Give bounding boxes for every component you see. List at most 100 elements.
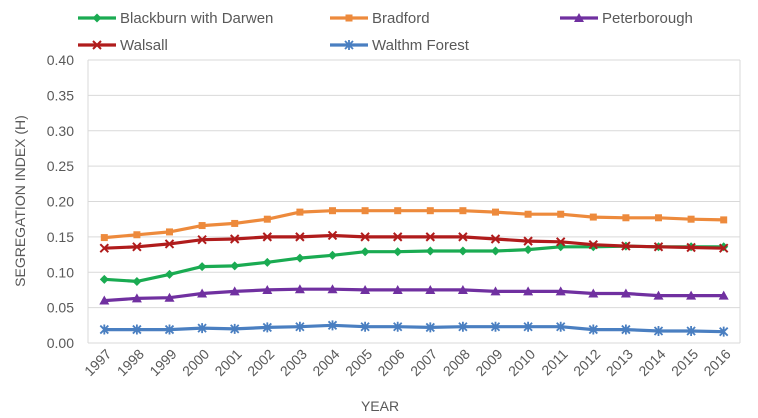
data-point [458,232,468,242]
data-point [132,324,142,335]
legend-item: Blackburn with Darwen [78,10,273,27]
data-point [131,293,142,303]
data-point [132,242,142,252]
data-point [394,207,402,215]
data-point [425,284,436,294]
data-point [524,210,532,218]
series-line [104,244,724,283]
legend-item: Walthm Forest [330,37,470,54]
x-tick-label: 2002 [244,346,277,379]
x-tick-label: 2000 [179,346,212,379]
data-point [556,321,566,332]
data-point [393,321,403,332]
data-point [492,208,499,216]
data-point [361,207,369,215]
data-point [620,288,631,298]
data-point [555,237,566,247]
data-point [262,322,272,333]
data-point [164,324,175,335]
legend-label: Blackburn with Darwen [120,10,273,27]
legend-label: Peterborough [602,10,693,27]
x-tick-label: 2003 [277,346,310,379]
legend-marker [92,13,102,23]
y-tick-label: 0.15 [47,229,74,245]
data-point [686,290,697,300]
data-point [262,232,273,242]
data-point [621,241,631,251]
legend-label: Bradford [372,10,430,27]
x-axis-title: YEAR [361,398,399,414]
data-point [523,245,533,255]
data-point [425,232,436,242]
data-point [360,321,370,332]
data-point [557,210,565,218]
y-tick-label: 0.35 [47,87,74,103]
data-point [523,236,533,246]
y-tick-label: 0.05 [47,300,74,316]
y-axis: 0.00 0.05 0.10 0.15 0.20 0.25 0.30 0.35 0.40 [47,52,74,351]
x-tick-label: 2006 [374,346,407,379]
x-tick-label: 2014 [635,346,668,379]
x-tick-label: 1998 [114,346,147,379]
y-tick-label: 0.40 [47,52,74,68]
legend-item: Walsall [78,37,168,54]
data-point [491,246,500,256]
series-layer [99,207,729,337]
x-tick-label: 2004 [309,346,342,379]
data-point [392,232,403,242]
series-line [104,233,724,250]
data-point [490,286,501,296]
data-point [99,243,110,253]
data-point [490,234,501,244]
x-tick-label: 2016 [700,346,733,379]
data-point [197,234,207,245]
data-point [588,239,599,250]
data-point [99,324,109,335]
data-point [329,207,336,215]
data-point [197,262,207,272]
data-point [230,323,240,334]
data-point [294,284,305,294]
data-point [229,286,240,296]
data-point [589,213,597,221]
legend: Blackburn with Darwen Bradford Peterboroug… [78,10,693,54]
data-point [653,290,664,300]
data-point [360,232,370,242]
x-tick-label: 1997 [81,346,114,379]
legend-marker [345,14,353,22]
legend-marker [344,40,354,50]
series-line [104,323,724,334]
data-point [295,321,305,332]
data-point [457,284,468,294]
x-tick-label: 2001 [211,346,244,379]
y-tick-label: 0.00 [47,335,74,351]
data-point [458,246,468,256]
data-point [165,269,174,279]
data-point [393,247,403,257]
x-tick-label: 2007 [407,346,440,379]
data-point [655,214,662,222]
data-point [100,234,108,242]
y-tick-label: 0.10 [47,264,74,280]
x-axis: 1997 1998 1999 2000 2001 2002 2003 2004 2005 2006… [81,346,734,379]
data-point [295,232,305,242]
data-point [296,208,304,216]
data-point [588,288,599,298]
data-point [327,230,338,241]
y-axis-title: SEGREGATION INDEX (H) [12,115,28,287]
data-point [99,295,110,305]
data-point [263,215,271,223]
legend-label: Walthm Forest [372,37,470,54]
y-tick-label: 0.25 [47,158,74,174]
series-0 [99,241,729,286]
x-tick-label: 2011 [538,346,571,379]
data-point [295,253,305,263]
data-point [686,242,696,253]
data-point [458,321,468,332]
data-point [490,321,501,332]
data-point [459,207,467,215]
data-point [686,325,696,336]
data-point [523,321,533,332]
series-2 [99,284,729,305]
data-point [164,292,175,302]
